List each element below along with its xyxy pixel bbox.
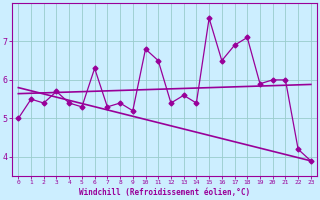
X-axis label: Windchill (Refroidissement éolien,°C): Windchill (Refroidissement éolien,°C) — [79, 188, 250, 197]
